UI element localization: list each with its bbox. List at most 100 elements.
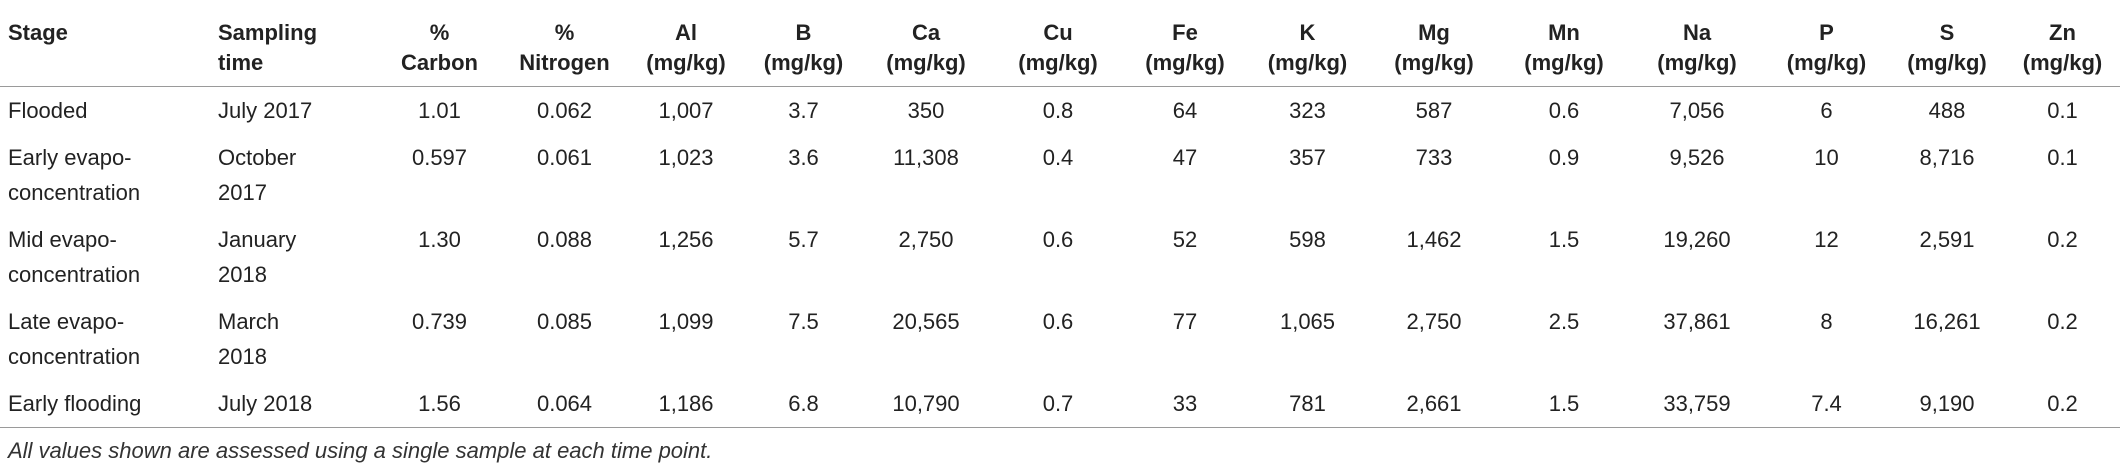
- table-cell: 0.064: [503, 380, 626, 428]
- table-cell: 6: [1764, 87, 1889, 135]
- cell-value: 0.2: [2047, 227, 2078, 252]
- table-cell: 0.1: [2005, 134, 2120, 216]
- table-cell: 0.2: [2005, 380, 2120, 428]
- table-cell: Late evapo-concentration: [0, 298, 210, 380]
- cell-value: 0.1: [2047, 98, 2078, 123]
- cell-value: 3.7: [788, 98, 819, 123]
- column-header: Mg (mg/kg): [1370, 0, 1498, 87]
- cell-value: 0.2: [2047, 309, 2078, 334]
- cell-value: 2.5: [1548, 309, 1580, 334]
- header-row: Stage Sampling time% Carbon% Nitrogen Al (mg/k…: [0, 0, 2120, 87]
- table-cell: 7.4: [1764, 380, 1889, 428]
- header-line: Ca: [911, 20, 941, 45]
- table-cell: Early flooding: [0, 380, 210, 428]
- time-text: March 2018: [218, 309, 280, 369]
- table-row: Early evapo-concentration October 2017 0.5…: [0, 134, 2120, 216]
- cell-value: 10,790: [892, 391, 960, 416]
- cell-value: 7,056: [1669, 98, 1725, 123]
- table-cell: 1,099: [626, 298, 746, 380]
- cell-value: 2,661: [1406, 391, 1462, 416]
- table-cell: 350: [861, 87, 991, 135]
- table-cell: 587: [1370, 87, 1498, 135]
- table-cell: 1,007: [626, 87, 746, 135]
- table-cell: 8,716: [1889, 134, 2005, 216]
- cell-value: 2,750: [898, 227, 954, 252]
- table-cell: 323: [1245, 87, 1370, 135]
- cell-value: 357: [1289, 145, 1326, 170]
- header-line: Nitrogen: [519, 50, 610, 75]
- table-cell: 1.5: [1498, 216, 1630, 298]
- column-header: Stage: [0, 0, 210, 87]
- header-line: Na: [1682, 20, 1712, 45]
- cell-value: 0.2: [2047, 391, 2078, 416]
- header-line: (mg/kg): [2022, 50, 2103, 75]
- table-cell: July 2017: [210, 87, 376, 135]
- table-cell: 8: [1764, 298, 1889, 380]
- table-cell: 33: [1125, 380, 1245, 428]
- time-text: July 2018: [218, 391, 313, 416]
- cell-value: 20,565: [892, 309, 960, 334]
- cell-value: 0.6: [1548, 98, 1580, 123]
- header-line: (mg/kg): [1657, 50, 1737, 75]
- header-line: %: [429, 20, 450, 45]
- table-cell: 7.5: [746, 298, 861, 380]
- table-cell: 0.7: [991, 380, 1125, 428]
- table-cell: 0.6: [991, 298, 1125, 380]
- table-cell: March 2018: [210, 298, 376, 380]
- cell-value: 0.6: [1042, 309, 1074, 334]
- table-row: Early flooding July 2018 1.56 0.064 1,186 6.8…: [0, 380, 2120, 428]
- cell-value: 16,261: [1913, 309, 1981, 334]
- table-cell: 598: [1245, 216, 1370, 298]
- time-text: July 2017: [218, 98, 313, 123]
- cell-value: 0.088: [536, 227, 593, 252]
- table-cell: Early evapo-concentration: [0, 134, 210, 216]
- table-cell: 1.56: [376, 380, 503, 428]
- cell-value: 0.061: [536, 145, 593, 170]
- cell-value: 598: [1289, 227, 1326, 252]
- cell-value: 1.56: [418, 391, 461, 416]
- header-line: S: [1939, 20, 1955, 45]
- header-line: (mg/kg): [646, 50, 726, 75]
- column-header: % Carbon: [376, 0, 503, 87]
- table-cell: 2,661: [1370, 380, 1498, 428]
- header-line: time: [218, 50, 264, 75]
- table-cell: 1,186: [626, 380, 746, 428]
- column-header: S (mg/kg): [1889, 0, 2005, 87]
- header-line: (mg/kg): [1145, 50, 1225, 75]
- column-header: K (mg/kg): [1245, 0, 1370, 87]
- table-cell: 0.4: [991, 134, 1125, 216]
- table-cell: 488: [1889, 87, 2005, 135]
- column-header: Al (mg/kg): [626, 0, 746, 87]
- cell-value: 2,591: [1919, 227, 1975, 252]
- cell-value: 1,065: [1279, 309, 1336, 334]
- header-line: Al: [675, 20, 697, 45]
- table-cell: 3.7: [746, 87, 861, 135]
- cell-value: 7.5: [788, 309, 819, 334]
- table-cell: 1.01: [376, 87, 503, 135]
- cell-value: 10: [1814, 145, 1839, 170]
- stage-text: Early flooding: [8, 391, 142, 416]
- header-line: (mg/kg): [886, 50, 966, 75]
- header-line: Carbon: [401, 50, 478, 75]
- column-header: Na (mg/kg): [1630, 0, 1764, 87]
- table-cell: 10: [1764, 134, 1889, 216]
- cell-value: 1.5: [1548, 391, 1580, 416]
- table-cell: Flooded: [0, 87, 210, 135]
- cell-value: 37,861: [1663, 309, 1731, 334]
- cell-value: 1,186: [658, 391, 714, 416]
- table-cell: 0.597: [376, 134, 503, 216]
- table-cell: 0.739: [376, 298, 503, 380]
- table-cell: 77: [1125, 298, 1245, 380]
- cell-value: 0.7: [1042, 391, 1074, 416]
- column-header: Mn (mg/kg): [1498, 0, 1630, 87]
- cell-value: 1.30: [418, 227, 461, 252]
- column-header: Ca (mg/kg): [861, 0, 991, 87]
- cell-value: 19,260: [1663, 227, 1731, 252]
- table-cell: 0.061: [503, 134, 626, 216]
- table-cell: January 2018: [210, 216, 376, 298]
- table-cell: 1,462: [1370, 216, 1498, 298]
- header-line: (mg/kg): [1267, 50, 1348, 75]
- table-cell: 357: [1245, 134, 1370, 216]
- table-cell: 0.2: [2005, 298, 2120, 380]
- cell-value: 0.1: [2047, 145, 2078, 170]
